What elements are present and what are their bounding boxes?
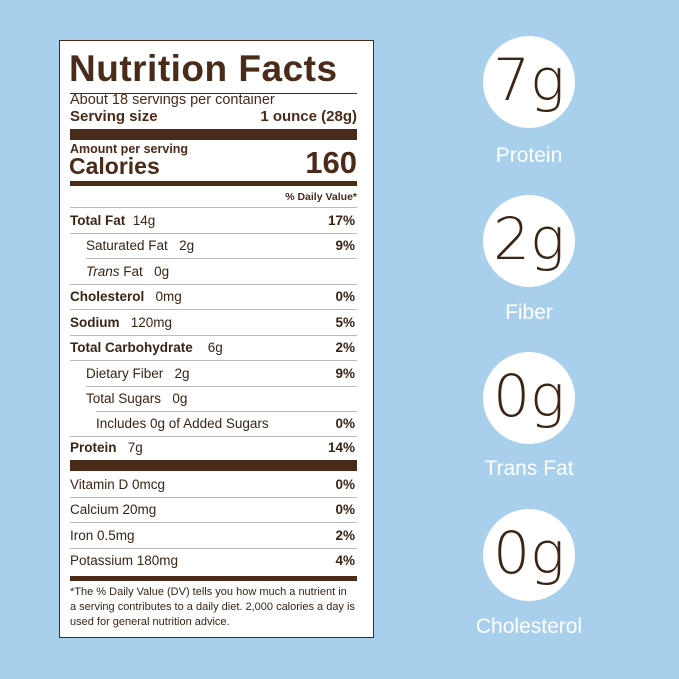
protein-label: Protein: [495, 144, 563, 167]
nutrient-row: Total Fat 14g 17%: [70, 209, 357, 233]
protein-value-circle: 7g: [483, 36, 575, 128]
nutrient-name: Total Fat: [70, 213, 126, 228]
nutrient-pct: 17%: [327, 213, 355, 228]
calories-label: Calories: [69, 153, 160, 179]
nutrient-pct: 9%: [335, 366, 355, 381]
divider: [70, 284, 357, 285]
divider: [70, 360, 357, 361]
nutrient-pct: 5%: [335, 315, 355, 330]
footnote: *The % Daily Value (DV) tells you how mu…: [70, 586, 355, 628]
thick-divider: [70, 129, 357, 140]
vitamin-name: Iron 0.5mg: [70, 528, 135, 543]
nutrient-pct: 14%: [327, 440, 355, 455]
nutrient-name: Fat: [123, 264, 143, 279]
nutrient-amount: 120mg: [130, 315, 173, 330]
divider: [70, 93, 357, 94]
nutrient-amount: 2g: [174, 366, 190, 381]
nutrient-amount: 14g: [132, 213, 156, 228]
nutrient-pct: 2%: [335, 340, 355, 355]
vitamin-row: Iron 0.5mg 2%: [70, 524, 357, 548]
vitamin-name: Potassium 180mg: [70, 553, 179, 568]
nutrition-facts-label: Nutrition Facts About 18 servings per co…: [59, 40, 374, 638]
vitamin-pct: 0%: [335, 502, 355, 517]
divider: [70, 522, 357, 523]
medium-divider: [70, 576, 357, 581]
nutrient-pct: 0%: [335, 416, 355, 431]
nutrient-pct: 0%: [335, 289, 355, 304]
nutrient-pct: 9%: [335, 238, 355, 253]
vitamin-row: Vitamin D 0mcg 0%: [70, 473, 357, 497]
nutrient-amount: 7g: [127, 440, 143, 455]
fiber-label: Fiber: [505, 301, 553, 324]
cholesterol-value-circle: 0g: [483, 509, 575, 601]
nutrient-row: Includes 0g of Added Sugars 0%: [70, 412, 357, 436]
medium-divider: [70, 181, 357, 186]
divider: [70, 548, 357, 549]
divider: [96, 411, 357, 412]
nutrient-row: Cholesterol 0mg 0%: [70, 285, 357, 309]
nutrient-name: Sodium: [70, 315, 120, 330]
nutrient-amount: 0g: [154, 264, 170, 279]
divider: [70, 207, 357, 208]
nutrient-row: Saturated Fat 2g 9%: [70, 234, 357, 258]
divider: [70, 233, 357, 234]
divider: [86, 386, 357, 387]
nutrient-amount: 0g: [172, 391, 188, 406]
label-title: Nutrition Facts: [69, 48, 338, 89]
nutrient-row: Total Carbohydrate 6g 2%: [70, 336, 357, 360]
nutrient-row: Sodium 120mg 5%: [70, 311, 357, 335]
cholesterol-label: Cholesterol: [475, 615, 583, 638]
fiber-value-circle: 2g: [483, 195, 575, 287]
nutrient-amount: 6g: [207, 340, 223, 355]
serving-size-value: 1 ounce (28g): [260, 108, 357, 125]
nutrient-row: Protein 7g 14%: [70, 436, 357, 460]
servings-per-container: About 18 servings per container: [70, 92, 275, 108]
vitamin-name: Calcium 20mg: [70, 502, 157, 517]
nutrient-amount: 2g: [179, 238, 195, 253]
thick-divider: [70, 460, 357, 471]
nutrient-name: Cholesterol: [70, 289, 145, 304]
vitamin-pct: 4%: [335, 553, 355, 568]
vitamin-name: Vitamin D 0mcg: [70, 477, 166, 492]
vitamin-row: Calcium 20mg 0%: [70, 498, 357, 522]
amount-per-serving: Amount per serving: [70, 142, 189, 156]
serving-size-label: Serving size: [70, 108, 158, 125]
divider: [70, 436, 357, 437]
nutrient-amount: 0mg: [155, 289, 182, 304]
nutrient-name: Saturated Fat: [86, 238, 168, 253]
nutrient-row: Dietary Fiber 2g 9%: [70, 362, 357, 386]
divider: [70, 335, 357, 336]
divider: [86, 258, 357, 259]
vitamin-pct: 0%: [335, 477, 355, 492]
divider: [70, 497, 357, 498]
divider: [70, 309, 357, 310]
trans-fat-label: Trans Fat: [484, 457, 574, 480]
nutrient-name: Protein: [70, 440, 117, 455]
nutrient-row: Trans Fat 0g: [70, 260, 357, 284]
calories-value: 160: [305, 145, 357, 180]
daily-value-header: % Daily Value*: [285, 191, 357, 203]
vitamin-pct: 2%: [335, 528, 355, 543]
nutrient-name: Includes 0g of Added Sugars: [96, 416, 269, 431]
nutrient-name: Trans: [86, 264, 120, 279]
nutrient-name: Total Carbohydrate: [70, 340, 193, 355]
nutrient-row: Total Sugars 0g: [70, 387, 357, 411]
trans-fat-value-circle: 0g: [483, 352, 575, 444]
nutrient-name: Dietary Fiber: [86, 366, 164, 381]
vitamin-row: Potassium 180mg 4%: [70, 549, 357, 573]
nutrient-name: Total Sugars: [86, 391, 162, 406]
